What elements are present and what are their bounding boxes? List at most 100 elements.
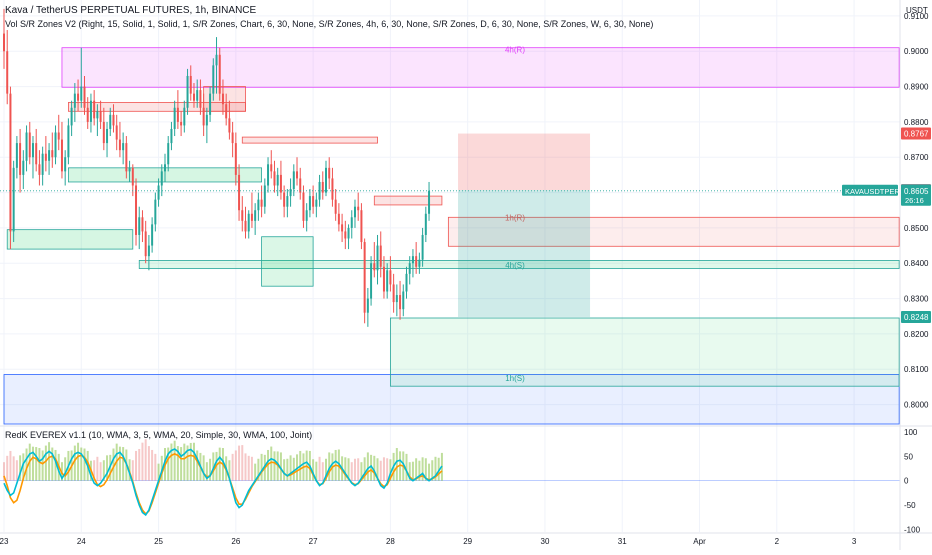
candle-body (292, 171, 295, 190)
oscillator-bar (360, 462, 363, 481)
oscillator-bar (250, 456, 253, 481)
candle-body (218, 54, 221, 94)
oscillator-bar (234, 450, 237, 481)
candle-body (67, 125, 70, 158)
oscillator-bar (379, 460, 382, 481)
candle-body (296, 171, 299, 179)
oscillator-bar (196, 450, 199, 481)
x-axis-tick: 25 (154, 537, 163, 546)
oscillator-bar (44, 445, 47, 481)
candle-body (241, 210, 244, 221)
candle-body (54, 132, 57, 158)
oscillator-bar (147, 446, 150, 481)
price-label-box (901, 127, 931, 140)
oscillator-bar (51, 447, 54, 481)
oscillator-legend[interactable]: RedK EVEREX v1.1 (10, WMA, 3, 5, WMA, 20… (5, 430, 313, 440)
candle-body (250, 213, 253, 221)
oscillator-bar (25, 448, 28, 481)
oscillator-bar (241, 445, 244, 481)
oscillator-bar (19, 455, 22, 481)
candle-body (44, 153, 47, 161)
oscillator-bar (38, 448, 41, 481)
oscillator-bar (382, 457, 385, 481)
oscillator-bar (106, 455, 109, 481)
oscillator-bar (54, 449, 57, 481)
osc-axis-tick: 100 (904, 428, 918, 437)
oscillator-bar (366, 452, 369, 481)
candle-body (93, 100, 96, 119)
price-labels: 0.87670.86070.8248KAVAUSDTPERP0.860526:1… (842, 127, 931, 323)
oscillator-bar (176, 446, 179, 481)
oscillator-bar (363, 457, 366, 481)
oscillator-bar (389, 459, 392, 481)
candle-body (35, 143, 38, 165)
candle-body (347, 227, 350, 239)
osc-axis-tick: 50 (904, 452, 913, 461)
x-axis-tick: 31 (618, 537, 627, 546)
zone-4h-support (138, 260, 900, 269)
candle-body (176, 107, 179, 122)
candle-body (363, 242, 366, 313)
oscillator-bar (80, 447, 83, 481)
zone-1h-resistance-right (373, 195, 443, 206)
oscillator-bar (64, 457, 67, 481)
candle-body (257, 199, 260, 211)
osc-axis-tick: -50 (904, 501, 916, 510)
oscillator-bar (350, 462, 353, 481)
candle-body (106, 128, 109, 144)
candle-body (112, 114, 115, 126)
candle-body (411, 256, 414, 264)
candle-body (12, 167, 15, 232)
candle-body (125, 143, 128, 172)
candle-body (199, 90, 202, 108)
x-axis-tick: 3 (852, 537, 857, 546)
oscillator-bar (141, 442, 144, 481)
oscillator-bar (157, 463, 160, 481)
oscillator-bar (15, 460, 18, 481)
candle-body (192, 93, 195, 101)
price-label-text: 0.8248 (904, 313, 929, 322)
osc-axis-tick: -100 (904, 526, 921, 535)
price-label-text: 0.8767 (904, 130, 929, 139)
candle-body (289, 189, 292, 197)
oscillator-bar (77, 442, 80, 481)
y-axis-tick: 0.8100 (904, 365, 929, 374)
zone-1h-support-mid (261, 236, 314, 287)
candle-body (395, 295, 398, 303)
candle-body (38, 164, 41, 175)
y-axis-currency: USDT (906, 6, 928, 15)
candle-body (77, 93, 80, 101)
candle-body (286, 196, 289, 207)
indicator-legend[interactable]: Vol S/R Zones V2 (Right, 15, Solid, 1, S… (5, 19, 654, 29)
candle-body (302, 192, 305, 221)
oscillator-bar (434, 456, 437, 481)
candle-body (173, 107, 176, 129)
x-axis-tick: Apr (693, 537, 706, 546)
oscillator-bar (283, 459, 286, 481)
candle-body (51, 150, 54, 158)
x-axis-tick: 29 (463, 537, 472, 546)
candle-body (167, 143, 170, 165)
candle-body (151, 224, 154, 246)
candle-body (225, 104, 228, 119)
x-axis-tick: 2 (775, 537, 780, 546)
oscillator-bar (112, 448, 115, 481)
osc-axis-tick: 0 (904, 477, 909, 486)
oscillator-bar (260, 453, 263, 481)
y-axis-tick: 0.8500 (904, 224, 929, 233)
candle-body (283, 192, 286, 207)
candle-body (135, 185, 138, 235)
oscillator-bar (257, 458, 260, 481)
oscillator-bar (315, 461, 318, 481)
oscillator-bar (170, 443, 173, 481)
candle-body (428, 190, 431, 214)
candle-body (115, 125, 118, 140)
symbol-title[interactable]: Kava / TetherUS PERPETUAL FUTURES, 1h, B… (5, 5, 257, 16)
sr-zones: 4h(R) 1h(R) 4h(S) 1h(S) (3, 45, 900, 425)
candle-body (399, 295, 402, 310)
candle-body (373, 263, 376, 271)
candle-body (331, 178, 334, 200)
oscillator-bar (209, 458, 212, 481)
